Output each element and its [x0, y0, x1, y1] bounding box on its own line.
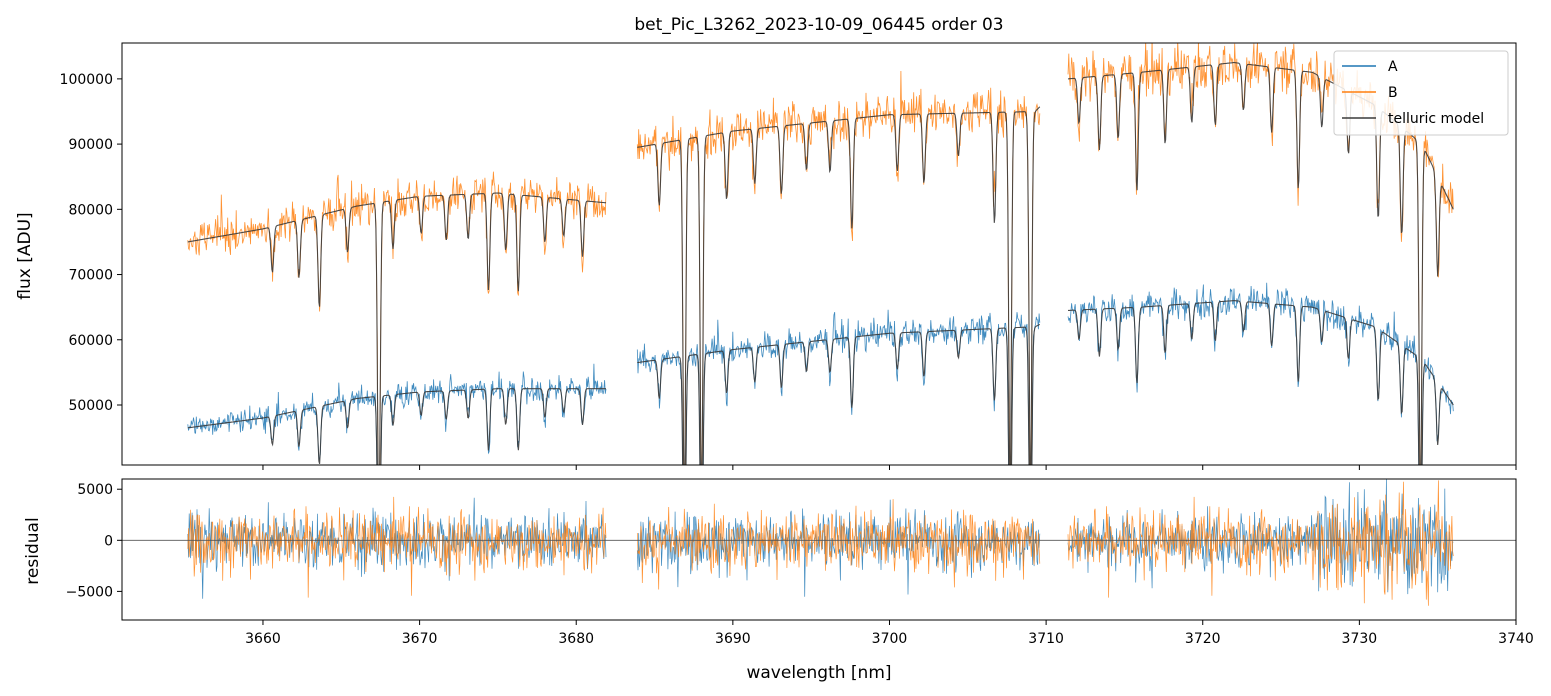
top-y-tick-label: 100000 — [60, 72, 113, 88]
series-b-segment-1 — [187, 171, 607, 465]
residual-plot-area — [122, 479, 1516, 606]
top-y-tick-label: 60000 — [68, 333, 113, 349]
residual-y-axis-label: residual — [23, 517, 43, 584]
series-b-segment-2 — [636, 70, 1041, 465]
top-y-axis-label: flux [ADU] — [15, 212, 35, 299]
legend-label-b: B — [1388, 85, 1398, 101]
top-y-tick-label: 50000 — [68, 398, 113, 414]
x-tick-label: 3730 — [1342, 631, 1378, 647]
top-y-tick-label: 80000 — [68, 202, 113, 218]
x-tick-label: 3690 — [715, 631, 751, 647]
residual-a-segment-1 — [187, 497, 607, 599]
chart-title: bet_Pic_L3262_2023-10-09_06445 order 03 — [634, 15, 1003, 35]
legend: A B telluric model — [1333, 50, 1509, 136]
residual-y-tick-label: 5000 — [77, 482, 113, 498]
x-tick-label: 3680 — [558, 631, 594, 647]
top-plot-area — [187, 43, 1454, 465]
telluric-model-a-segment-2 — [637, 323, 1041, 465]
top-axes-frame — [121, 42, 1517, 466]
residual-y-axis: −5000 0 5000 — [66, 482, 122, 600]
telluric-model-b-segment-1 — [187, 192, 607, 465]
legend-label-a: A — [1388, 59, 1398, 75]
x-axis-label: wavelength [nm] — [746, 663, 891, 683]
series-a-segment-3 — [1067, 282, 1454, 465]
telluric-model-a-segment-1 — [187, 388, 606, 465]
top-y-axis: 50000 60000 70000 80000 90000 100000 — [60, 72, 122, 414]
residual-b-segment-2 — [636, 499, 1041, 590]
x-tick-label: 3740 — [1498, 631, 1534, 647]
telluric-model-a-segment-3 — [1068, 300, 1454, 465]
residual-b-segment-3 — [1067, 480, 1454, 606]
top-y-tick-label: 90000 — [68, 137, 113, 153]
x-tick-label: 3700 — [872, 631, 908, 647]
legend-box — [1333, 50, 1509, 136]
x-axis: 3660 3670 3680 3690 3700 3710 3720 3730 3740 — [245, 620, 1534, 647]
top-x-axis — [262, 465, 1517, 470]
residual-y-tick-label: −5000 — [66, 584, 113, 600]
x-tick-label: 3660 — [245, 631, 281, 647]
legend-label-telluric: telluric model — [1388, 111, 1484, 127]
telluric-model-b-segment-2 — [637, 106, 1041, 465]
x-tick-label: 3710 — [1028, 631, 1064, 647]
residual-axes-frame — [121, 478, 1517, 621]
residual-y-tick-label: 0 — [104, 533, 113, 549]
x-tick-label: 3670 — [402, 631, 438, 647]
residual-b-segment-1 — [187, 496, 607, 598]
top-y-tick-label: 70000 — [68, 268, 113, 284]
series-a-segment-1 — [187, 363, 607, 465]
x-tick-label: 3720 — [1185, 631, 1221, 647]
